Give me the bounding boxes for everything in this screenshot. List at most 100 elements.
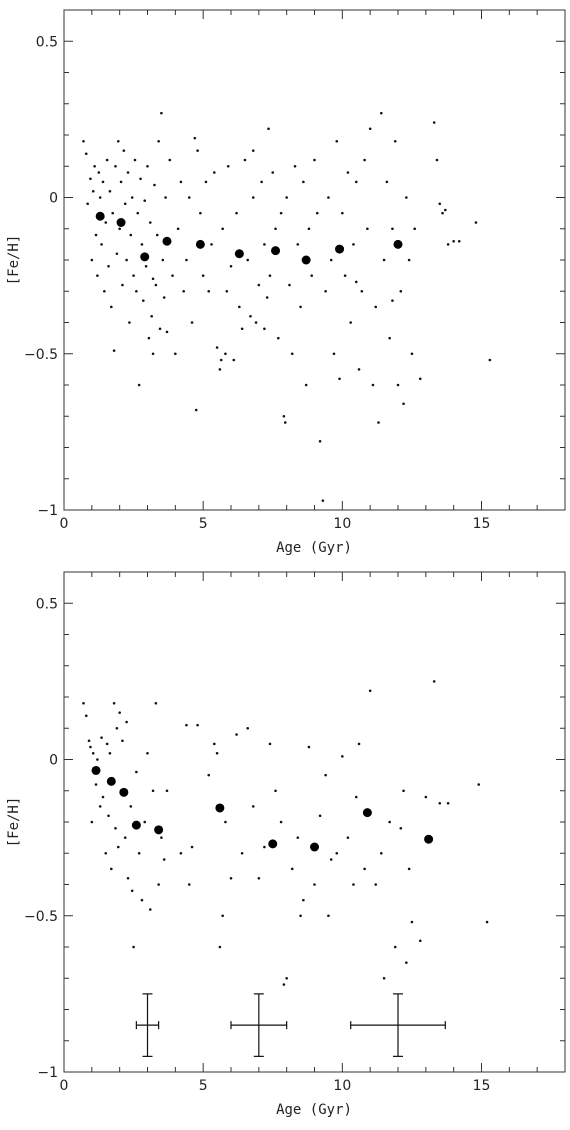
data-point bbox=[354, 795, 358, 799]
mean-point bbox=[310, 842, 319, 852]
data-point bbox=[122, 149, 126, 152]
data-point bbox=[260, 180, 263, 184]
data-point bbox=[352, 883, 355, 886]
data-point bbox=[393, 945, 397, 949]
data-point bbox=[405, 961, 408, 964]
data-point bbox=[164, 196, 167, 199]
data-point bbox=[121, 283, 124, 287]
x-tick-label: 15 bbox=[473, 1078, 491, 1094]
data-point bbox=[283, 421, 287, 424]
data-point bbox=[221, 914, 224, 918]
data-point bbox=[182, 289, 185, 293]
data-point bbox=[125, 258, 128, 262]
data-point bbox=[424, 795, 428, 799]
data-point bbox=[155, 233, 159, 237]
mean-point bbox=[362, 808, 372, 818]
mean-point bbox=[301, 255, 311, 265]
data-point bbox=[282, 983, 286, 986]
data-point bbox=[371, 383, 375, 387]
data-point bbox=[94, 783, 98, 786]
data-point bbox=[97, 171, 101, 174]
data-point bbox=[146, 751, 149, 755]
data-point bbox=[143, 199, 147, 202]
data-point bbox=[165, 789, 169, 793]
mean-point bbox=[116, 218, 126, 227]
x-tick-label: 0 bbox=[60, 516, 69, 532]
data-point bbox=[165, 330, 169, 334]
data-point bbox=[126, 171, 130, 174]
data-point bbox=[251, 149, 255, 152]
data-point bbox=[213, 742, 216, 746]
data-points bbox=[82, 680, 489, 986]
data-point bbox=[116, 139, 120, 143]
x-axis-label: Age (Gyr) bbox=[276, 540, 352, 556]
data-point bbox=[162, 858, 166, 861]
mean-point bbox=[271, 246, 281, 256]
data-point bbox=[148, 221, 152, 224]
data-point bbox=[160, 111, 163, 115]
data-point bbox=[321, 499, 325, 502]
data-point bbox=[388, 336, 391, 340]
data-point bbox=[154, 701, 158, 705]
data-point bbox=[103, 289, 106, 293]
data-point bbox=[349, 321, 352, 324]
data-point bbox=[110, 305, 113, 309]
data-point bbox=[128, 321, 131, 324]
data-point bbox=[343, 274, 347, 277]
data-point bbox=[324, 773, 327, 777]
data-point bbox=[282, 414, 286, 418]
data-point bbox=[174, 352, 177, 356]
data-point bbox=[329, 858, 333, 861]
data-point bbox=[393, 139, 397, 143]
data-point bbox=[218, 368, 222, 371]
data-point bbox=[100, 736, 103, 739]
top-panel: 0 5 10 15 0.5 0 −0.5 −1 Age (Gyr) [Fe/H] bbox=[6, 9, 566, 556]
data-point bbox=[338, 377, 341, 381]
mean-point bbox=[91, 765, 101, 775]
data-point bbox=[274, 227, 277, 231]
mean-point bbox=[393, 239, 403, 249]
data-point bbox=[307, 227, 311, 231]
plot-frame bbox=[63, 9, 566, 511]
data-point bbox=[418, 939, 422, 943]
data-point bbox=[285, 196, 288, 199]
data-point bbox=[307, 745, 311, 749]
data-point bbox=[108, 189, 112, 193]
x-tick-label: 0 bbox=[60, 1078, 69, 1094]
data-point bbox=[115, 726, 119, 730]
data-point bbox=[190, 845, 194, 849]
data-point bbox=[108, 751, 112, 755]
data-point bbox=[179, 180, 183, 184]
data-point bbox=[89, 177, 92, 181]
data-point bbox=[218, 945, 222, 949]
data-point bbox=[140, 243, 144, 246]
data-point bbox=[111, 211, 115, 215]
y-tick-label: 0 bbox=[49, 753, 58, 769]
data-point bbox=[360, 289, 364, 293]
y-tick-label: −0.5 bbox=[24, 909, 58, 925]
mean-point bbox=[140, 252, 150, 262]
data-point bbox=[201, 274, 205, 277]
data-point bbox=[249, 314, 252, 318]
data-point bbox=[114, 826, 117, 830]
data-point bbox=[354, 180, 358, 184]
data-point bbox=[235, 211, 238, 215]
data-point bbox=[121, 739, 124, 743]
mean-points bbox=[95, 211, 403, 265]
data-point bbox=[243, 158, 247, 162]
data-point bbox=[368, 689, 372, 693]
mean-point bbox=[268, 839, 278, 849]
data-point bbox=[148, 908, 152, 911]
data-point bbox=[285, 976, 288, 980]
data-point bbox=[327, 914, 330, 918]
data-point bbox=[354, 280, 358, 284]
data-point bbox=[137, 383, 141, 387]
data-point bbox=[385, 180, 389, 184]
data-point bbox=[147, 336, 151, 340]
data-point bbox=[215, 751, 219, 755]
data-point bbox=[235, 733, 238, 736]
mean-point bbox=[215, 803, 225, 813]
data-point bbox=[399, 826, 403, 830]
data-point bbox=[162, 296, 166, 299]
data-point bbox=[432, 121, 436, 124]
